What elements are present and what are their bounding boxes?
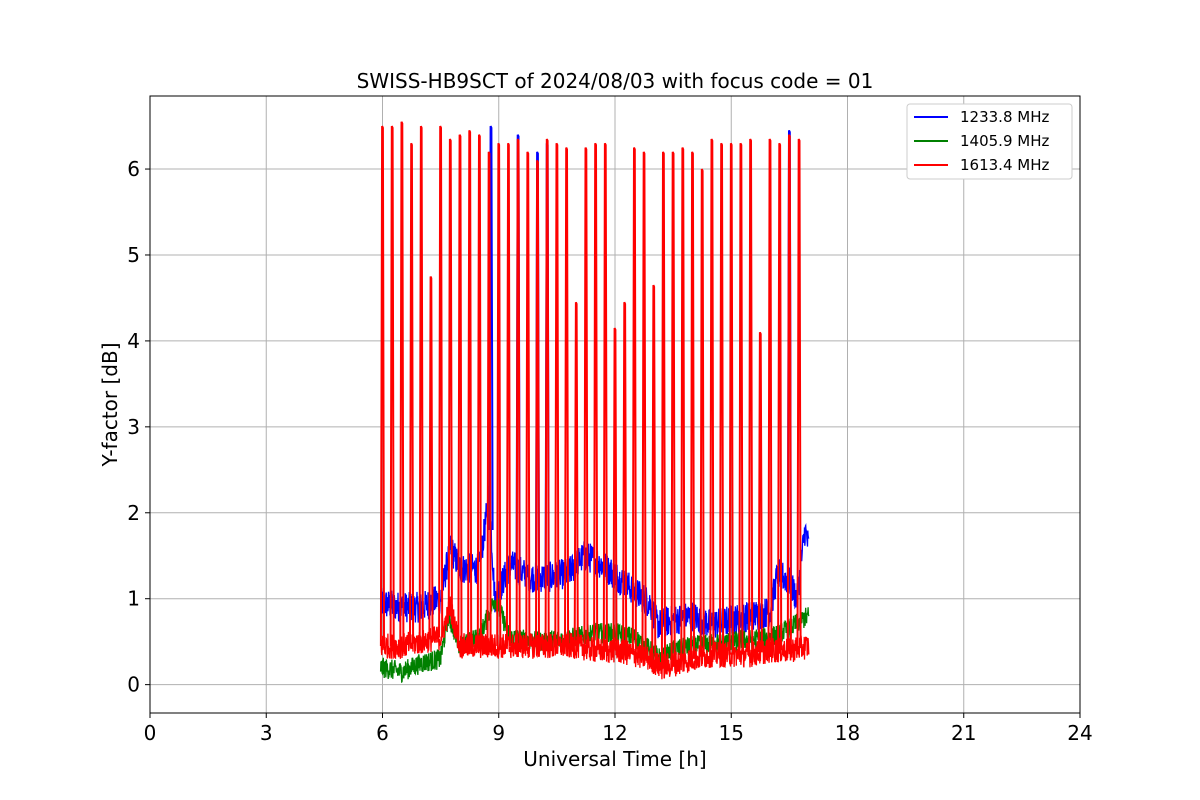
spike-2 [602,142,608,651]
x-tick-label: 9 [492,721,505,745]
spike-2 [505,142,511,647]
spike-2 [757,331,763,653]
spike-2 [796,138,802,649]
x-axis-title: Universal Time [h] [523,747,706,771]
y-tick-label: 3 [127,415,140,439]
spike-2 [476,134,482,647]
legend: 1233.8 MHz 1405.9 MHz 1613.4 MHz [906,103,1073,180]
series-layer [379,121,810,684]
spike-2 [699,168,705,657]
spike-2 [535,159,540,647]
spike-2 [583,147,589,649]
spike-2 [428,276,434,640]
spike-2 [486,151,492,647]
spike-2 [399,121,405,647]
spike-2 [641,151,647,658]
y-tick-label: 0 [127,673,140,697]
chart-title: SWISS-HB9SCT of 2024/08/03 with focus co… [357,69,874,93]
spike-2 [467,129,473,647]
spike-2 [544,138,550,647]
y-tick-label: 6 [127,157,140,181]
spike-2 [719,142,725,655]
y-axis-title: Y-factor [dB] [98,342,122,467]
spike-2 [379,125,385,647]
spike-2 [593,142,599,651]
spike-2 [660,151,666,667]
spike-2 [690,151,695,659]
legend-label: 1405.9 MHz [960,132,1049,150]
spike-2 [709,138,715,655]
spike-2 [777,142,783,651]
x-tick-label: 12 [602,721,627,745]
spike-2 [612,327,618,651]
spike-2 [457,134,463,647]
spike-2 [564,147,570,647]
spike-2 [389,125,395,647]
x-tick-label: 6 [376,721,389,745]
x-tick-label: 0 [144,721,157,745]
spike-2 [680,147,686,662]
x-tick-label: 21 [951,721,976,745]
legend-box [906,103,1073,180]
spike-2 [515,138,521,647]
spike-2 [728,142,734,655]
spike-2 [622,301,628,653]
x-tick-label: 18 [835,721,860,745]
series-line-2 [379,596,810,680]
x-tick-label: 3 [260,721,273,745]
spike-2 [525,151,531,647]
y-tick-label: 4 [127,329,140,353]
spike-2 [651,284,657,662]
spike-2 [409,142,415,644]
y-tick-label: 2 [127,501,140,525]
spike-2 [786,134,792,651]
x-tick-label: 24 [1067,721,1092,745]
spike-2 [738,142,744,655]
legend-label: 1613.4 MHz [960,156,1049,174]
spike-2 [631,147,637,655]
y-tick-label: 5 [127,243,140,267]
x-tick-label: 15 [719,721,744,745]
y-tick-label: 1 [127,587,140,611]
spike-2 [670,151,676,665]
legend-label: 1233.8 MHz [960,108,1049,126]
spike-2 [496,142,502,647]
spike-2 [447,138,453,608]
spike-2 [573,301,579,647]
spike-2 [767,138,773,651]
spike-2 [554,142,560,647]
spike-2 [748,138,754,655]
spike-2 [438,125,444,638]
spike-2 [418,125,424,642]
